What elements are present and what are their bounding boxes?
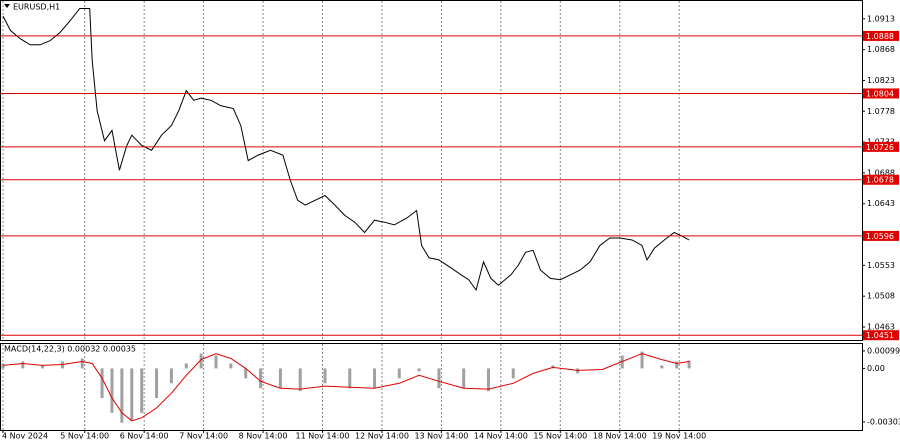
- menu-icon[interactable]: [4, 4, 10, 8]
- macd-panel: [0, 343, 863, 431]
- level-label-box: [863, 30, 899, 41]
- macd-bar: [397, 368, 401, 379]
- y-tick-label: 1.0913: [867, 14, 895, 23]
- y-tick-label: 1.0688: [867, 168, 895, 177]
- level-label-box: [863, 141, 899, 152]
- macd-bar: [437, 368, 441, 389]
- price-panel: [0, 0, 863, 341]
- level-label: 1.0888: [866, 32, 894, 41]
- y-tick-label: 0.00: [867, 364, 885, 373]
- chart-title: EURUSD,H1: [13, 3, 60, 12]
- level-label-box: [863, 330, 899, 341]
- x-tick-label: 8 Nov 14:00: [239, 432, 288, 441]
- macd-bar: [675, 361, 679, 369]
- macd-bar: [169, 368, 173, 384]
- x-tick-label: 11 Nov 14:00: [296, 432, 350, 441]
- macd-bar: [120, 368, 124, 423]
- macd-bar: [229, 363, 233, 369]
- macd-bar: [298, 368, 302, 392]
- macd-bar: [640, 351, 644, 369]
- macd-bar: [323, 368, 327, 384]
- macd-bar: [184, 363, 188, 369]
- macd-title: MACD(14,22,3) 0.00032 0.00035: [4, 345, 136, 354]
- macd-bar: [41, 365, 45, 369]
- level-label: 1.0804: [866, 89, 894, 98]
- x-tick-label: 19 Nov 14:00: [652, 432, 706, 441]
- macd-bar: [373, 368, 377, 389]
- macd-bar: [100, 368, 104, 398]
- level-label: 1.0451: [866, 331, 894, 340]
- macd-bar: [511, 368, 515, 379]
- x-tick-label: 15 Nov 14:00: [533, 432, 587, 441]
- level-label-box: [863, 174, 899, 185]
- macd-bar: [687, 360, 691, 369]
- macd-bar: [244, 368, 248, 379]
- level-label: 1.0726: [866, 143, 894, 152]
- y-tick-label: -0.00303: [867, 418, 900, 427]
- x-tick-label: 7 Nov 14:00: [179, 432, 228, 441]
- macd-bar: [140, 368, 144, 413]
- level-label-box: [863, 88, 899, 99]
- level-label: 1.0596: [866, 232, 894, 241]
- macd-bar: [21, 361, 25, 369]
- y-tick-label: 0.00099: [867, 346, 900, 355]
- y-tick-label: 1.0868: [867, 45, 895, 54]
- macd-bar: [130, 368, 134, 421]
- x-tick-label: 13 Nov 14:00: [414, 432, 468, 441]
- x-tick-label: 5 Nov 14:00: [60, 432, 109, 441]
- price-line: [2, 8, 690, 292]
- x-tick-label: 4 Nov 2024: [2, 432, 48, 441]
- macd-bar: [486, 368, 490, 392]
- macd-bar: [417, 368, 421, 372]
- level-label-box: [863, 230, 899, 241]
- macd-bar: [110, 368, 114, 413]
- x-tick-label: 14 Nov 14:00: [474, 432, 528, 441]
- macd-bar: [80, 358, 84, 369]
- y-tick-label: 1.0463: [867, 322, 895, 331]
- macd-bar: [214, 355, 218, 369]
- y-tick-label: 1.0778: [867, 107, 895, 116]
- macd-bar: [462, 368, 466, 389]
- y-tick-label: 1.0553: [867, 261, 895, 270]
- x-tick-label: 12 Nov 14:00: [355, 432, 409, 441]
- macd-bar: [259, 368, 263, 389]
- y-tick-label: 1.0823: [867, 76, 895, 85]
- macd-bar: [660, 365, 664, 369]
- macd-bar: [348, 368, 352, 389]
- macd-bar: [1, 363, 5, 369]
- signal-line: [2, 353, 690, 422]
- macd-bar: [155, 368, 159, 398]
- macd-bar: [278, 368, 282, 389]
- y-tick-label: 1.0643: [867, 199, 895, 208]
- x-tick-label: 18 Nov 14:00: [593, 432, 647, 441]
- x-tick-label: 6 Nov 14:00: [120, 432, 169, 441]
- macd-bar: [199, 353, 203, 369]
- level-label: 1.0678: [866, 176, 894, 185]
- y-tick-label: 1.0508: [867, 292, 895, 301]
